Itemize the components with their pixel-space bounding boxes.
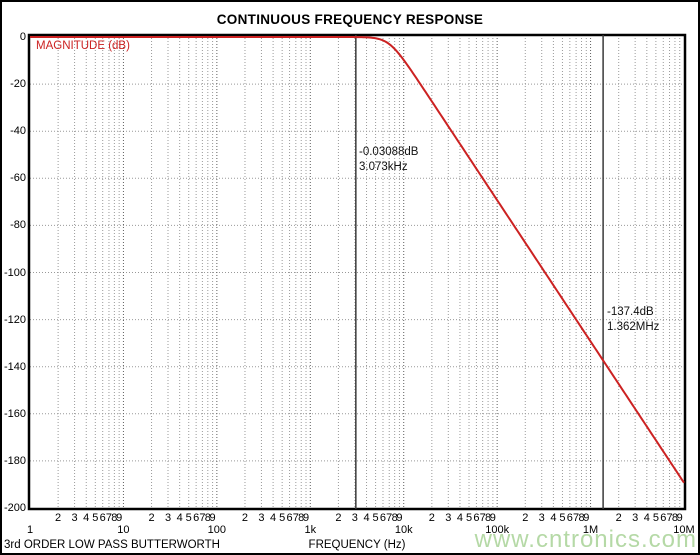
- x-minor-label: 5: [559, 512, 566, 524]
- x-minor-label: 8: [578, 512, 585, 524]
- x-minor-label: 9: [489, 512, 496, 524]
- x-decade-label-10k: 10k: [394, 524, 413, 536]
- y-tick-label-0: 0: [19, 31, 26, 43]
- y-tick-label--180: -180: [3, 454, 26, 467]
- x-minor-label: 2: [335, 512, 342, 524]
- y-tick-label--120: -120: [3, 313, 26, 326]
- x-axis-title: FREQUENCY (Hz): [308, 539, 406, 551]
- x-minor-label: 6: [286, 512, 293, 524]
- x-minor-label: 8: [391, 512, 398, 524]
- y-axis-title: MAGNITUDE (dB): [36, 40, 130, 52]
- x-minor-label: 4: [643, 512, 650, 524]
- x-minor-label: 7: [199, 512, 206, 524]
- x-minor-label: 3: [351, 512, 358, 524]
- y-tick-label--100: -100: [3, 266, 26, 279]
- x-minor-label: 9: [583, 512, 590, 524]
- x-minor-label: 8: [671, 512, 678, 524]
- x-minor-label: 9: [302, 512, 310, 524]
- x-minor-label: 6: [473, 512, 480, 524]
- x-minor-label: 8: [111, 512, 118, 524]
- x-minor-label: 7: [573, 512, 580, 524]
- chart-caption: 3rd ORDER LOW PASS BUTTERWORTH: [4, 539, 220, 551]
- y-tick-label--60: -60: [10, 172, 26, 185]
- x-decade-label-1k: 1k: [304, 524, 317, 536]
- x-decade-label-1M: 1M: [582, 524, 599, 536]
- x-minor-label: 2: [522, 512, 529, 524]
- cursor-1-frequency-readout: 3.073kHz: [359, 161, 408, 173]
- x-minor-label: 5: [652, 512, 659, 524]
- x-minor-label: 9: [676, 512, 683, 524]
- x-minor-label: 2: [428, 512, 435, 524]
- x-minor-label: 3: [71, 512, 78, 524]
- x-minor-label: 2: [241, 512, 249, 524]
- x-minor-label: 7: [479, 512, 486, 524]
- x-minor-label: 6: [99, 512, 106, 524]
- watermark-text: www.cntronics.com: [474, 526, 697, 553]
- x-minor-label: 9: [116, 512, 123, 524]
- response-curve: [30, 36, 685, 484]
- x-minor-label: 8: [298, 512, 305, 524]
- x-minor-label: 3: [632, 512, 639, 524]
- x-minor-label: 5: [372, 512, 379, 524]
- x-minor-label: 5: [279, 512, 286, 524]
- x-minor-label: 7: [386, 512, 393, 524]
- x-minor-label: 2: [148, 512, 155, 524]
- x-minor-label: 6: [193, 512, 200, 524]
- x-minor-label: 3: [258, 512, 265, 524]
- cursor-1-magnitude-readout: -0.03088dB: [359, 146, 419, 158]
- cursor-annotation-1: -0.03088dB 3.073kHz: [359, 145, 418, 175]
- cursor-2-frequency-readout: 1.362MHz: [607, 321, 660, 333]
- y-tick-label--200: -200: [3, 502, 26, 514]
- x-minor-label: 7: [666, 512, 673, 524]
- y-tick-label--140: -140: [3, 360, 26, 373]
- x-minor-label: 3: [445, 512, 452, 524]
- y-tick-label--80: -80: [10, 219, 26, 232]
- x-minor-label: 9: [396, 512, 403, 524]
- x-minor-label: 6: [566, 512, 573, 524]
- y-tick-label--20: -20: [10, 78, 26, 91]
- cursor-annotation-2: -137.4dB 1.362MHz: [607, 305, 659, 335]
- x-minor-label: 3: [164, 512, 172, 524]
- x-minor-label: 3: [538, 512, 545, 524]
- x-minor-label: 4: [456, 512, 464, 524]
- x-minor-label: 4: [176, 512, 183, 524]
- x-minor-label: 6: [379, 512, 387, 524]
- x-minor-label: 2: [615, 512, 622, 524]
- x-decade-label-10M: 10M: [673, 524, 695, 536]
- x-minor-label: 7: [105, 512, 113, 524]
- x-minor-label: 5: [465, 512, 473, 524]
- x-minor-label: 8: [204, 512, 211, 524]
- x-minor-label: 4: [83, 512, 90, 524]
- x-minor-label: 7: [292, 512, 299, 524]
- x-minor-label: 4: [363, 512, 370, 524]
- x-decade-label-1: 1: [26, 524, 34, 536]
- x-minor-label: 8: [485, 512, 492, 524]
- y-tick-label--160: -160: [3, 407, 26, 420]
- x-minor-label: 5: [92, 512, 99, 524]
- x-minor-label: 4: [550, 512, 557, 524]
- cursor-2-magnitude-readout: -137.4dB: [607, 306, 654, 318]
- x-minor-label: 9: [209, 512, 216, 524]
- x-minor-label: 2: [55, 512, 62, 524]
- x-minor-label: 4: [270, 512, 277, 524]
- x-minor-label: 5: [185, 512, 192, 524]
- x-minor-label: 6: [660, 512, 667, 524]
- chart-title: CONTINUOUS FREQUENCY RESPONSE: [216, 12, 484, 27]
- x-decade-label-10: 10: [117, 524, 130, 536]
- x-decade-label-100: 100: [207, 524, 227, 536]
- plot-frame: [27, 33, 687, 511]
- y-tick-label--40: -40: [10, 125, 26, 138]
- x-decade-label-100k: 100k: [485, 524, 510, 536]
